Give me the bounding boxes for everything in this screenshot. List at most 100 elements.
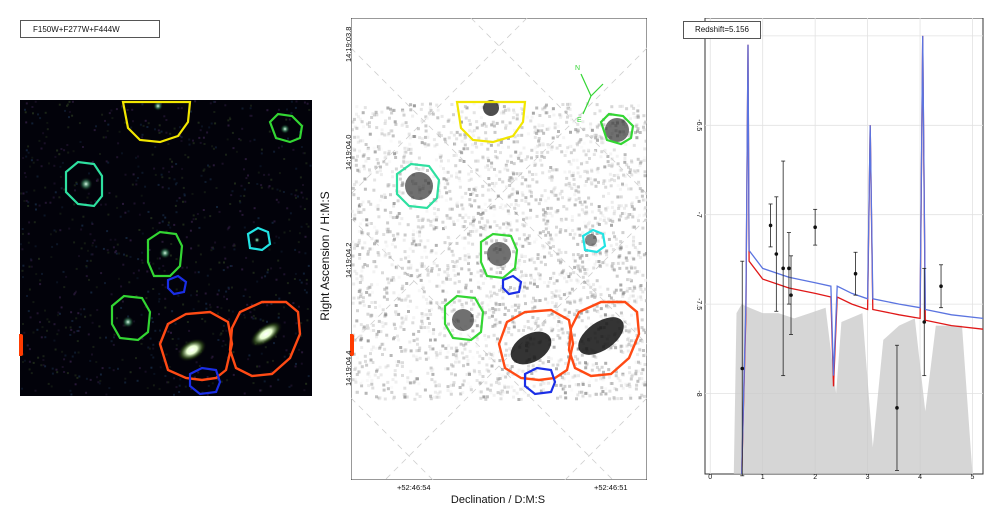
noise-pixel [638, 270, 641, 274]
noise-pixel [453, 281, 457, 285]
noise-pixel [556, 124, 560, 128]
noise-pixel [39, 283, 42, 286]
noise-pixel [435, 143, 439, 147]
noise-pixel [412, 316, 416, 320]
noise-pixel [300, 191, 303, 194]
noise-pixel [559, 395, 563, 399]
noise-pixel [27, 151, 30, 154]
noise-pixel [412, 332, 416, 336]
noise-pixel [386, 364, 390, 368]
noise-pixel [141, 251, 144, 254]
noise-pixel [517, 368, 521, 372]
noise-pixel [158, 300, 160, 303]
noise-pixel [183, 193, 186, 196]
noise-pixel [369, 358, 373, 362]
noise-pixel [352, 282, 356, 286]
noise-pixel [488, 308, 491, 312]
noise-pixel [632, 169, 636, 173]
noise-pixel [141, 232, 144, 235]
noise-pixel [642, 128, 646, 132]
noise-pixel [426, 371, 430, 375]
noise-pixel [71, 100, 74, 103]
noise-pixel [368, 247, 372, 251]
noise-pixel [359, 222, 363, 226]
noise-pixel [40, 364, 43, 367]
noise-pixel [141, 261, 144, 264]
noise-pixel [161, 220, 164, 223]
noise-pixel [495, 292, 499, 296]
noise-pixel [107, 123, 110, 126]
noise-pixel [452, 220, 455, 224]
noise-pixel [230, 194, 233, 197]
noise-pixel [419, 239, 423, 243]
noise-pixel [29, 258, 32, 261]
noise-pixel [133, 202, 136, 205]
y-tick-label: 14:19:03.8 [344, 26, 353, 62]
noise-pixel [531, 306, 535, 310]
noise-pixel [260, 152, 263, 155]
noise-pixel [551, 238, 555, 242]
noise-pixel [389, 214, 393, 218]
noise-pixel [600, 365, 604, 369]
noise-pixel [530, 300, 534, 304]
noise-pixel [628, 251, 632, 255]
noise-pixel [271, 187, 274, 190]
noise-pixel [158, 221, 161, 224]
noise-pixel [497, 308, 501, 312]
noise-pixel [192, 214, 195, 217]
noise-pixel [377, 330, 381, 334]
noise-pixel [607, 237, 611, 241]
noise-pixel [457, 299, 461, 303]
noise-pixel [443, 334, 447, 338]
noise-pixel [584, 180, 588, 183]
noise-pixel [363, 354, 367, 358]
noise-pixel [460, 203, 464, 207]
noise-pixel [559, 115, 562, 119]
data-point [787, 266, 791, 271]
noise-pixel [635, 333, 639, 337]
noise-pixel [533, 130, 537, 134]
noise-pixel [381, 324, 385, 328]
noise-pixel [393, 245, 397, 249]
noise-pixel [480, 207, 484, 211]
noise-pixel [478, 260, 482, 264]
noise-pixel [445, 355, 449, 359]
noise-pixel [541, 154, 545, 158]
noise-pixel [369, 361, 373, 364]
noise-pixel [374, 165, 378, 169]
noise-pixel [152, 343, 155, 346]
noise-pixel [476, 280, 480, 284]
noise-pixel [471, 307, 475, 311]
noise-pixel [356, 309, 359, 313]
noise-pixel [515, 155, 519, 159]
noise-pixel [489, 267, 493, 271]
noise-pixel [555, 308, 559, 312]
noise-pixel [208, 126, 211, 129]
noise-pixel [273, 342, 275, 345]
noise-pixel [551, 136, 555, 140]
noise-pixel [500, 287, 503, 291]
noise-pixel [635, 270, 639, 274]
noise-pixel [362, 326, 365, 330]
noise-pixel [404, 256, 408, 260]
noise-pixel [485, 242, 489, 246]
noise-pixel [475, 194, 479, 197]
noise-pixel [122, 202, 124, 205]
noise-pixel [521, 211, 525, 215]
noise-pixel [406, 304, 410, 308]
noise-pixel [432, 328, 436, 332]
noise-pixel [615, 388, 619, 392]
noise-pixel [390, 111, 394, 115]
noise-pixel [212, 147, 215, 150]
noise-pixel [403, 154, 407, 158]
noise-pixel [518, 311, 522, 315]
noise-pixel [436, 116, 440, 120]
noise-pixel [376, 161, 380, 165]
noise-pixel [643, 156, 647, 160]
noise-pixel [593, 295, 597, 299]
noise-pixel [472, 302, 476, 306]
noise-pixel [596, 126, 599, 130]
noise-pixel [200, 174, 203, 177]
noise-pixel [501, 374, 505, 378]
noise-pixel [592, 266, 596, 270]
